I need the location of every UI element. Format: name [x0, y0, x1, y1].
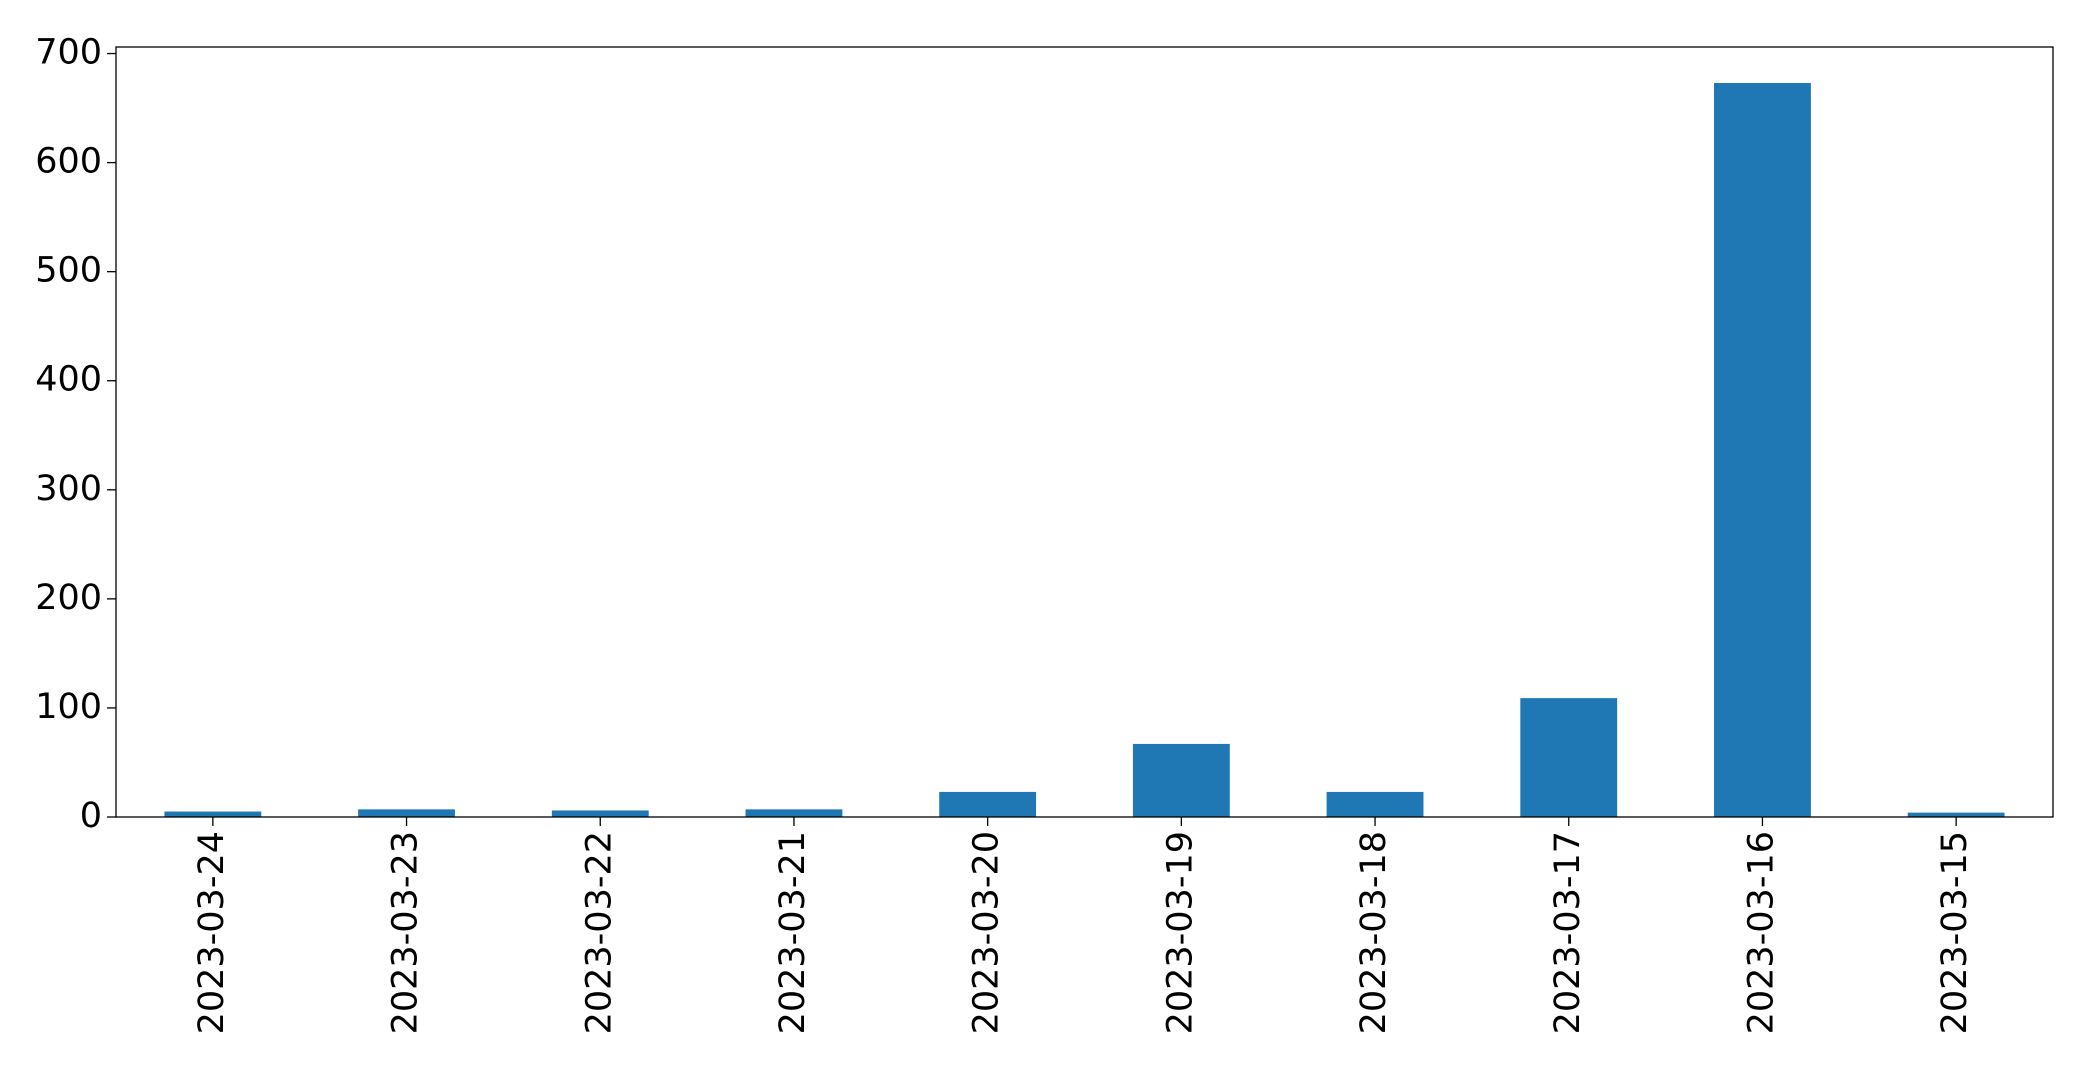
x-tick-label: 2023-03-20 [967, 831, 1007, 1034]
bar [745, 809, 843, 817]
y-tick-label: 200 [35, 578, 102, 618]
x-tick-label: 2023-03-21 [773, 831, 813, 1034]
y-tick-label: 700 [35, 33, 102, 73]
x-tick-label: 2023-03-22 [579, 831, 619, 1034]
plot-frame [115, 46, 2054, 818]
x-tick-label: 2023-03-17 [1548, 831, 1588, 1034]
bar [1907, 812, 2005, 817]
bar [1326, 791, 1424, 817]
bar [1132, 743, 1230, 817]
bar [1520, 698, 1618, 817]
y-tick-label: 500 [35, 251, 102, 291]
y-tick-label: 0 [80, 796, 102, 836]
bar [551, 810, 649, 817]
x-tick-label: 2023-03-23 [386, 831, 426, 1034]
bar [358, 809, 455, 817]
y-tick-label: 400 [35, 360, 102, 400]
y-tick-label: 300 [35, 469, 102, 509]
x-tick-label: 2023-03-19 [1160, 831, 1200, 1034]
bar [939, 791, 1037, 817]
x-tick-label: 2023-03-24 [192, 831, 232, 1034]
x-tick-label: 2023-03-16 [1741, 831, 1781, 1034]
x-tick-label: 2023-03-15 [1935, 831, 1975, 1034]
y-tick-label: 100 [35, 687, 102, 727]
bar [1714, 82, 1811, 817]
bar [164, 811, 262, 817]
y-tick-label: 600 [35, 142, 102, 182]
x-tick-label: 2023-03-18 [1354, 831, 1394, 1034]
